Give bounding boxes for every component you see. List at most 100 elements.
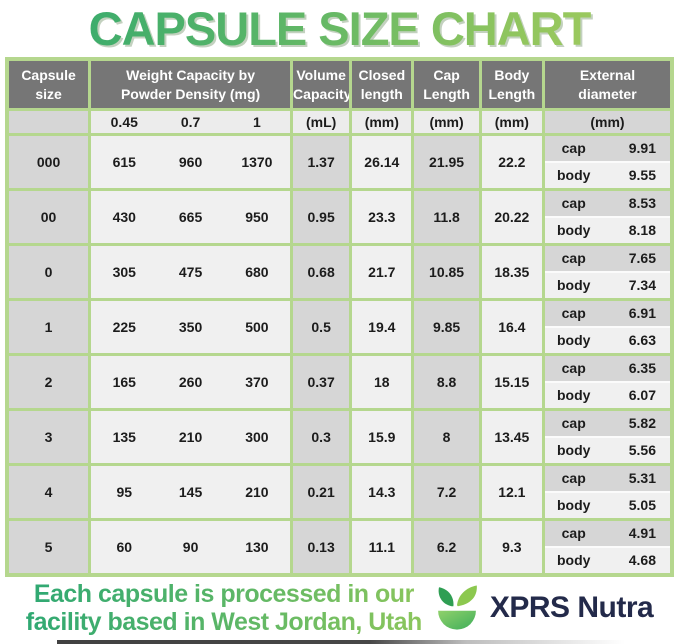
external-cap-subrow: cap 6.91 bbox=[546, 302, 670, 328]
weight-value: 210 bbox=[178, 428, 203, 445]
external-body-value: 6.07 bbox=[628, 387, 656, 404]
external-cap-value: 5.31 bbox=[628, 470, 656, 487]
density-1: 1 bbox=[252, 113, 261, 130]
external-cap-value: 4.91 bbox=[628, 525, 656, 542]
weight-value: 60 bbox=[116, 538, 133, 555]
cell-volume-capacity: 0.5 bbox=[290, 297, 353, 356]
cell-closed-length: 26.14 bbox=[349, 132, 415, 191]
weight-value: 475 bbox=[178, 263, 203, 280]
cell-closed-length: 23.3 bbox=[349, 187, 415, 246]
weight-value: 1370 bbox=[241, 153, 273, 170]
cell-cap-length: 7.2 bbox=[411, 462, 482, 521]
header-external-diameter: External diameter bbox=[541, 57, 674, 111]
cell-cap-length: 21.95 bbox=[411, 132, 482, 191]
cell-cap-length: 9.85 bbox=[411, 297, 482, 356]
external-body-subrow: body 6.07 bbox=[546, 382, 670, 407]
external-body-label: body bbox=[556, 222, 591, 239]
cell-body-length: 22.2 bbox=[478, 132, 545, 191]
cell-body-length: 16.4 bbox=[478, 297, 545, 356]
table-row: 4 95 145 210 0.21 14.3 7.2 12.1 cap 5.31 body 5.05 bbox=[5, 462, 674, 521]
footer-note: Each capsule is processed in our facilit… bbox=[26, 580, 422, 636]
cell-external-diameter: cap 7.65 body 7.34 bbox=[541, 242, 674, 301]
external-body-label: body bbox=[556, 277, 591, 294]
cell-capsule-size: 000 bbox=[5, 132, 92, 191]
cell-cap-length: 6.2 bbox=[411, 517, 482, 577]
cell-closed-length: 18 bbox=[349, 352, 415, 411]
cell-volume-capacity: 0.68 bbox=[290, 242, 353, 301]
cell-external-diameter: cap 8.53 body 8.18 bbox=[541, 187, 674, 246]
cell-weight-capacity: 305 475 680 bbox=[88, 242, 294, 301]
external-body-value: 7.34 bbox=[628, 277, 656, 294]
cell-external-diameter: cap 9.91 body 9.55 bbox=[541, 132, 674, 191]
header-weight-capacity: Weight Capacity by Powder Density (mg) bbox=[88, 57, 294, 111]
table-row: 3 135 210 300 0.3 15.9 8 13.45 cap 5.82 body 5.56 bbox=[5, 407, 674, 466]
cell-capsule-size: 1 bbox=[5, 297, 92, 356]
external-cap-subrow: cap 5.31 bbox=[546, 467, 670, 493]
external-cap-label: cap bbox=[561, 415, 586, 432]
external-cap-label: cap bbox=[561, 305, 586, 322]
header-cap-length: Cap Length bbox=[411, 57, 482, 111]
brand: XPRS Nutra bbox=[430, 581, 654, 635]
cell-body-length: 9.3 bbox=[478, 517, 545, 577]
cell-external-diameter: cap 5.82 body 5.56 bbox=[541, 407, 674, 466]
cell-cap-length: 8.8 bbox=[411, 352, 482, 411]
cell-closed-length: 15.9 bbox=[349, 407, 415, 466]
weight-value: 130 bbox=[245, 538, 269, 555]
external-cap-label: cap bbox=[561, 250, 586, 267]
external-cap-value: 5.82 bbox=[628, 415, 656, 432]
external-body-subrow: body 5.05 bbox=[546, 492, 670, 517]
cell-volume-capacity: 0.95 bbox=[290, 187, 353, 246]
table-row: 0 305 475 680 0.68 21.7 10.85 18.35 cap 7.65 body 7… bbox=[5, 242, 674, 301]
cell-volume-capacity: 1.37 bbox=[290, 132, 353, 191]
cell-capsule-size: 5 bbox=[5, 517, 92, 577]
cell-closed-length: 14.3 bbox=[349, 462, 415, 521]
external-cap-subrow: cap 5.82 bbox=[546, 412, 670, 438]
bottom-crop-line bbox=[57, 640, 625, 644]
external-cap-label: cap bbox=[561, 525, 586, 542]
units-external-cell: (mm) bbox=[541, 107, 674, 136]
units-capsule-size-cell bbox=[5, 107, 92, 136]
external-cap-value: 7.65 bbox=[628, 250, 656, 267]
weight-value: 90 bbox=[182, 538, 199, 555]
cell-body-length: 13.45 bbox=[478, 407, 545, 466]
external-body-label: body bbox=[556, 167, 591, 184]
weight-value: 145 bbox=[178, 483, 203, 500]
cell-body-length: 18.35 bbox=[478, 242, 545, 301]
cell-external-diameter: cap 5.31 body 5.05 bbox=[541, 462, 674, 521]
cell-body-length: 12.1 bbox=[478, 462, 545, 521]
weight-value: 500 bbox=[245, 318, 269, 335]
page-title: CAPSULE SIZE CHART bbox=[0, 4, 679, 54]
cell-weight-capacity: 615 960 1370 bbox=[88, 132, 294, 191]
xprs-nutra-logo-icon bbox=[437, 585, 477, 630]
external-body-subrow: body 8.18 bbox=[546, 217, 670, 242]
cell-weight-capacity: 135 210 300 bbox=[88, 407, 294, 466]
cell-capsule-size: 2 bbox=[5, 352, 92, 411]
units-volume-cell: (mL) bbox=[290, 107, 353, 136]
footer-note-line2: facility based in West Jordan, Utah bbox=[25, 608, 422, 636]
cell-capsule-size: 00 bbox=[5, 187, 92, 246]
external-body-subrow: body 5.56 bbox=[546, 437, 670, 462]
external-body-subrow: body 7.34 bbox=[546, 272, 670, 297]
cell-closed-length: 21.7 bbox=[349, 242, 415, 301]
external-body-value: 6.63 bbox=[628, 332, 656, 349]
cell-external-diameter: cap 4.91 body 4.68 bbox=[541, 517, 674, 577]
footer: Each capsule is processed in our facilit… bbox=[0, 580, 679, 636]
weight-value: 95 bbox=[116, 483, 133, 500]
header-closed-length: Closed length bbox=[349, 57, 415, 111]
cell-volume-capacity: 0.13 bbox=[290, 517, 353, 577]
cell-weight-capacity: 165 260 370 bbox=[88, 352, 294, 411]
capsule-size-chart-page: CAPSULE SIZE CHART Capsule size Weight C… bbox=[0, 4, 679, 644]
weight-value: 300 bbox=[245, 428, 269, 445]
weight-value: 305 bbox=[112, 263, 136, 280]
external-body-label: body bbox=[556, 387, 591, 404]
external-body-value: 8.18 bbox=[628, 222, 656, 239]
weight-value: 960 bbox=[178, 153, 203, 170]
table-row: 2 165 260 370 0.37 18 8.8 15.15 cap 6.35 body 6.07 bbox=[5, 352, 674, 411]
weight-value: 135 bbox=[112, 428, 136, 445]
external-cap-value: 8.53 bbox=[628, 195, 656, 212]
weight-value: 430 bbox=[112, 208, 136, 225]
external-body-value: 9.55 bbox=[628, 167, 656, 184]
weight-value: 260 bbox=[178, 373, 203, 390]
capsule-size-table: Capsule size Weight Capacity by Powder D… bbox=[5, 57, 674, 577]
external-cap-subrow: cap 6.35 bbox=[546, 357, 670, 383]
